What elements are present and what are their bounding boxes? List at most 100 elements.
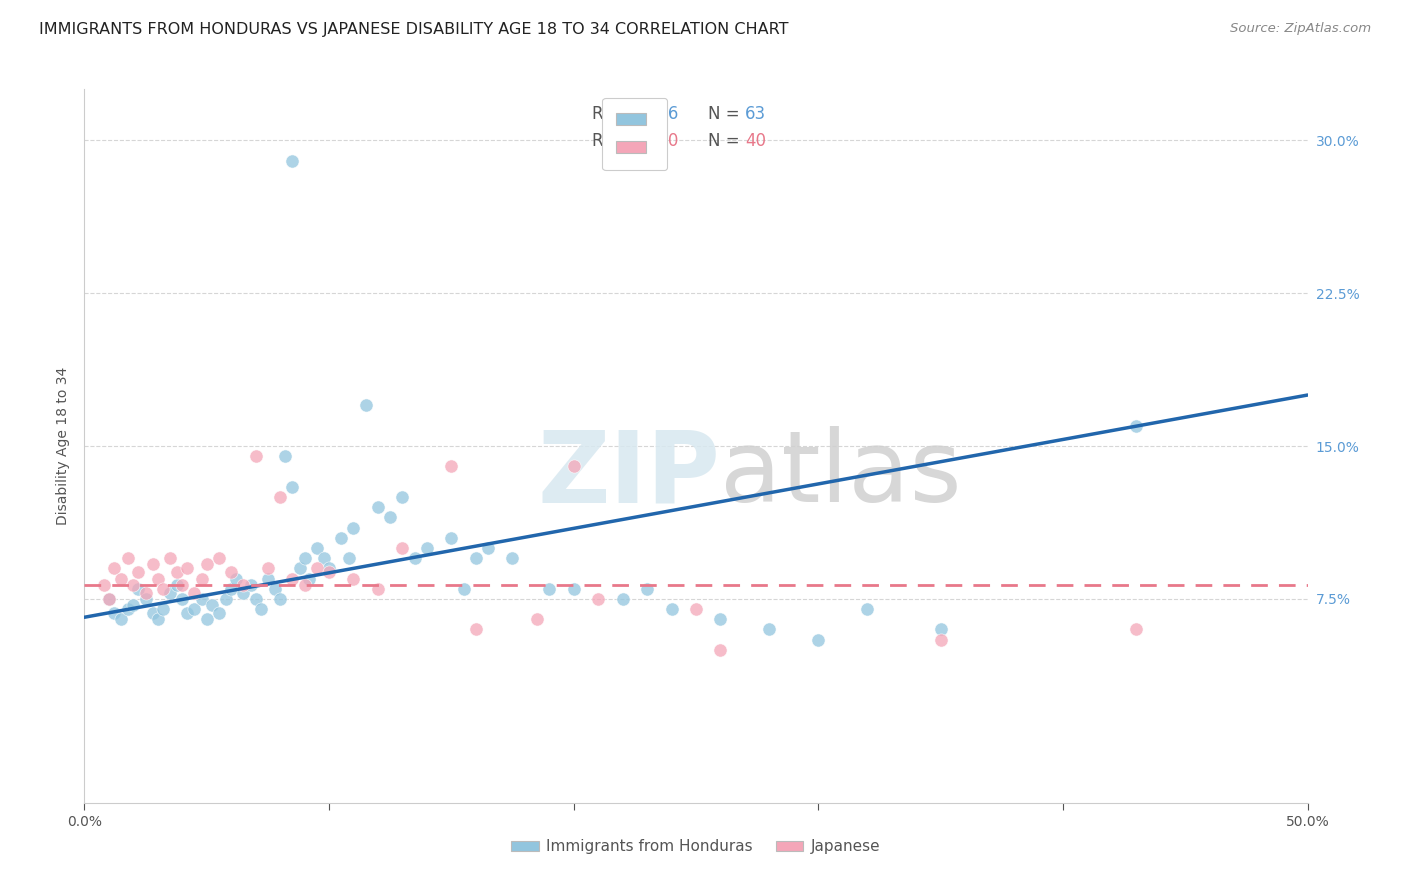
Point	[208, 551, 231, 566]
Point	[440, 459, 463, 474]
Point	[117, 602, 139, 616]
Point	[232, 577, 254, 591]
Point	[264, 582, 287, 596]
Point	[1125, 623, 1147, 637]
Text: 0.346: 0.346	[633, 105, 679, 123]
Point	[305, 541, 328, 555]
Point	[636, 582, 658, 596]
Point	[191, 572, 214, 586]
Text: R =: R =	[592, 105, 628, 123]
Point	[146, 612, 169, 626]
Point	[135, 591, 157, 606]
Point	[1125, 418, 1147, 433]
Point	[281, 480, 304, 494]
Point	[208, 606, 231, 620]
Point	[152, 582, 174, 596]
Point	[195, 558, 218, 572]
Point	[305, 561, 328, 575]
Point	[685, 602, 707, 616]
Text: 0.010: 0.010	[633, 132, 679, 150]
Point	[367, 500, 389, 515]
Point	[856, 602, 879, 616]
Point	[526, 612, 548, 626]
Point	[337, 551, 360, 566]
Point	[562, 459, 585, 474]
Point	[477, 541, 499, 555]
Point	[314, 551, 336, 566]
Point	[146, 572, 169, 586]
Point	[215, 591, 238, 606]
Text: Source: ZipAtlas.com: Source: ZipAtlas.com	[1230, 22, 1371, 36]
Point	[142, 558, 165, 572]
Point	[152, 602, 174, 616]
Point	[176, 606, 198, 620]
Text: IMMIGRANTS FROM HONDURAS VS JAPANESE DISABILITY AGE 18 TO 34 CORRELATION CHART: IMMIGRANTS FROM HONDURAS VS JAPANESE DIS…	[39, 22, 789, 37]
Text: 63: 63	[745, 105, 766, 123]
Point	[127, 582, 149, 596]
Point	[342, 520, 364, 534]
Point	[661, 602, 683, 616]
Point	[440, 531, 463, 545]
Text: atlas: atlas	[720, 426, 962, 523]
Point	[219, 566, 242, 580]
Point	[166, 577, 188, 591]
Point	[245, 591, 267, 606]
Point	[159, 551, 181, 566]
Point	[294, 551, 316, 566]
Point	[103, 561, 125, 575]
Point	[172, 577, 194, 591]
Point	[929, 623, 952, 637]
Point	[274, 449, 297, 463]
Point	[586, 591, 609, 606]
Text: R =: R =	[592, 132, 628, 150]
Point	[257, 561, 280, 575]
Point	[281, 572, 304, 586]
Y-axis label: Disability Age 18 to 34: Disability Age 18 to 34	[56, 367, 70, 525]
Point	[183, 602, 205, 616]
Point	[758, 623, 780, 637]
Point	[117, 551, 139, 566]
Point	[245, 449, 267, 463]
Point	[709, 612, 731, 626]
Point	[318, 561, 340, 575]
Point	[464, 623, 486, 637]
Point	[354, 398, 377, 412]
Point	[269, 490, 291, 504]
Point	[110, 612, 132, 626]
Point	[288, 561, 311, 575]
Point	[142, 606, 165, 620]
Point	[159, 586, 181, 600]
Point	[172, 591, 194, 606]
Point	[176, 561, 198, 575]
Point	[269, 591, 291, 606]
Point	[453, 582, 475, 596]
Point	[183, 586, 205, 600]
Text: N =: N =	[709, 105, 745, 123]
Legend: , : ,	[602, 97, 668, 170]
Point	[502, 551, 524, 566]
Point	[391, 490, 413, 504]
Point	[342, 572, 364, 586]
Point	[709, 643, 731, 657]
Point	[391, 541, 413, 555]
Point	[464, 551, 486, 566]
Point	[298, 572, 321, 586]
Point	[232, 586, 254, 600]
Point	[257, 572, 280, 586]
Point	[195, 612, 218, 626]
Point	[330, 531, 353, 545]
Point	[200, 598, 222, 612]
Point	[367, 582, 389, 596]
Point	[97, 591, 120, 606]
Point	[929, 632, 952, 647]
Point	[416, 541, 439, 555]
Point	[122, 598, 145, 612]
Point	[166, 566, 188, 580]
Point	[225, 572, 247, 586]
Point	[807, 632, 830, 647]
Point	[538, 582, 561, 596]
Point	[127, 566, 149, 580]
Point	[219, 582, 242, 596]
Point	[135, 586, 157, 600]
Text: N =: N =	[709, 132, 745, 150]
